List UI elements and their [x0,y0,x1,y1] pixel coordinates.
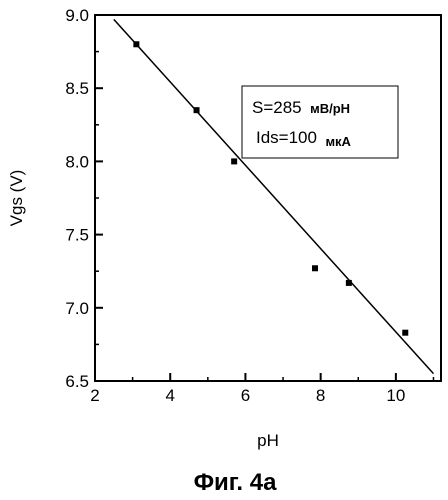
annotation-slope-unit: мВ/pH [310,101,350,116]
fit-line [114,19,434,373]
data-point [402,330,408,336]
y-tick-label: 9.0 [65,6,89,25]
annotation-slope: S=285 мВ/pH [252,98,350,117]
x-tick-label: 2 [90,386,99,405]
data-point [194,107,200,113]
x-tick-label: 8 [316,386,325,405]
x-tick-label: 4 [165,386,174,405]
x-tick-label: 6 [241,386,250,405]
data-point [133,41,139,47]
data-point [231,158,237,164]
annotation-slope-value: S=285 [252,98,302,117]
y-axis-label: Vgs (V) [7,170,26,227]
plot-frame [95,15,441,381]
fit-line-layer [114,19,434,373]
annotation-box [242,86,398,158]
data-point [346,280,352,286]
annotation-current-value: Ids=100 [256,128,317,147]
figure-caption: Фиг. 4a [194,469,278,496]
tick-marks [95,15,433,381]
x-axis-label: pH [257,431,279,450]
y-tick-label: 7.5 [65,226,89,245]
y-tick-label: 8.5 [65,79,89,98]
tick-labels: 2 4 6 8 10 6.5 7.0 7.5 8.0 8.5 9.0 [65,6,405,405]
x-tick-label: 10 [386,386,405,405]
y-tick-label: 7.0 [65,299,89,318]
data-point [312,265,318,271]
annotation-current-unit: мкА [325,134,351,149]
data-points [133,41,408,335]
y-tick-label: 6.5 [65,372,89,391]
y-tick-label: 8.0 [65,152,89,171]
